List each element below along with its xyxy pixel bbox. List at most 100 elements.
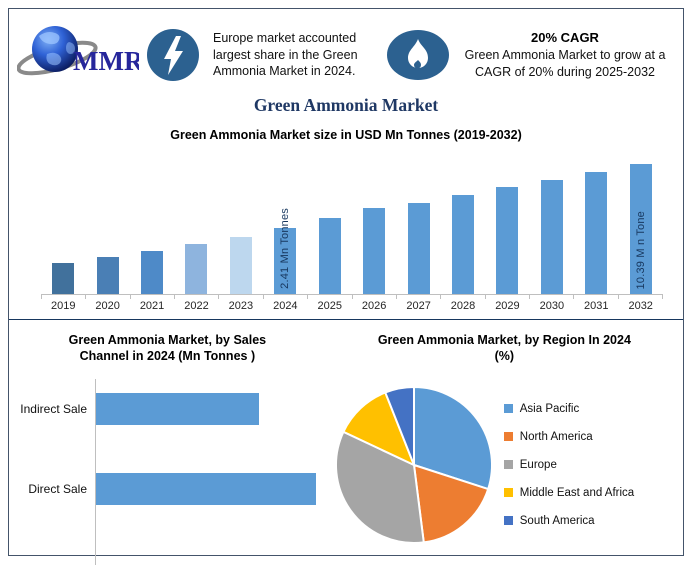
bar-column-2021	[130, 144, 174, 294]
bar-2030	[540, 180, 563, 294]
bar-column-2030	[530, 144, 574, 294]
bar-column-2027	[396, 144, 440, 294]
sales-channel-bars	[95, 378, 316, 565]
bar-column-2031	[574, 144, 618, 294]
region-pie-chart	[334, 385, 493, 544]
axis-tick	[41, 295, 87, 299]
bar-2028	[452, 195, 474, 294]
axis-tick	[308, 295, 353, 299]
bar-2031	[585, 172, 608, 294]
bar-track	[96, 472, 316, 505]
region-chart-title: Green Ammonia Market, by Region In 2024 …	[377, 333, 631, 364]
pie-slice-south-america	[383, 385, 415, 465]
legend-item-south-america: South America	[503, 515, 634, 527]
legend-swatch	[503, 432, 513, 441]
header: MMR Europe market accounted largest shar…	[9, 9, 683, 93]
axis-label-2027: 2027	[406, 300, 431, 312]
bar-2021	[141, 251, 164, 294]
section-divider	[9, 319, 683, 320]
bar-column-2023	[219, 144, 263, 294]
bar-2020	[96, 257, 119, 294]
bar-column-2020	[85, 144, 129, 294]
pie-slice-north-america	[412, 463, 490, 543]
legend-label: Middle East and Africa	[519, 486, 635, 499]
legend-item-north-america: North America	[503, 430, 634, 443]
axis-tick	[131, 295, 176, 299]
sales-channel-category-labels: Indirect Sale Direct Sale	[15, 379, 95, 565]
region-panel: Green Ammonia Market, by Region In 2024 …	[326, 320, 683, 559]
legend-swatch	[503, 404, 513, 413]
bottom-section: Green Ammonia Market, by Sales Channel i…	[9, 320, 683, 565]
axis-tick	[530, 295, 575, 299]
bar-column-2024: 2.41 Mn Tonnes	[263, 144, 307, 294]
bar-column-2022	[174, 144, 218, 294]
lightning-bolt-icon	[147, 29, 199, 81]
bar-2024	[274, 228, 297, 294]
axis-label-2031: 2031	[584, 300, 609, 312]
axis-label-2029: 2029	[495, 300, 520, 312]
bar-column-2025	[308, 144, 352, 294]
svg-text:MMR: MMR	[73, 46, 139, 76]
cagr-block: 20% CAGR Green Ammonia Market to grow at…	[457, 30, 673, 81]
legend-swatch	[503, 488, 513, 497]
market-size-bars: 2.41 Mn Tonnes 10.39 M n Tone	[41, 144, 663, 295]
axis-tick	[397, 295, 442, 299]
axis-label-2023: 2023	[228, 300, 254, 312]
bar-2029	[496, 187, 519, 294]
bar-direct-sale	[96, 472, 316, 505]
sales-channel-panel: Green Ammonia Market, by Sales Channel i…	[9, 320, 326, 565]
bar-2019	[52, 263, 75, 294]
bar-2026	[363, 208, 386, 294]
axis-label-2025: 2025	[317, 300, 342, 312]
bar-column-2028	[441, 144, 485, 294]
axis-label-2032: 2032	[628, 300, 653, 312]
sales-channel-chart: Indirect Sale Direct Sale	[15, 378, 326, 565]
mmr-logo: MMR	[16, 22, 144, 89]
axis-label-2020: 2020	[95, 300, 120, 312]
bar-2032	[629, 164, 652, 294]
axis-label-2026: 2026	[361, 300, 387, 312]
flame-icon	[387, 30, 449, 80]
category-label-indirect-sale: Indirect Sale	[20, 401, 87, 416]
sales-channel-chart-title: Green Ammonia Market, by Sales Channel i…	[68, 333, 267, 364]
axis-tick	[219, 295, 264, 299]
legend-label: Asia Pacific	[519, 402, 580, 415]
infographic-frame: MMR Europe market accounted largest shar…	[8, 8, 684, 565]
axis-tick	[86, 295, 131, 299]
bar-track	[96, 392, 316, 425]
axis-tick	[353, 295, 397, 299]
bar-2023	[229, 237, 252, 294]
bar-2027	[407, 203, 430, 294]
axis-label-2022: 2022	[184, 300, 209, 312]
market-size-axis-ticks	[41, 295, 664, 299]
axis-label-2030: 2030	[539, 300, 565, 312]
legend-item-asia-pacific: Asia Pacific	[503, 402, 634, 415]
axis-label-2024: 2024	[273, 300, 298, 312]
region-legend: Asia Pacific North America Europe Middle Ea…	[503, 379, 635, 527]
axis-label-2021: 2021	[139, 300, 165, 312]
bar-column-2032: 10.39 M n Tone	[618, 144, 662, 294]
flame-icon-wrap	[385, 28, 451, 82]
page-title: Green Ammonia Market	[253, 95, 439, 115]
legend-item-middle-east-and-africa: Middle East and Africa	[503, 486, 635, 499]
axis-tick	[264, 295, 309, 299]
market-size-chart-title: Green Ammonia Market size in USD Mn Tonn…	[170, 128, 522, 142]
axis-label-2019: 2019	[50, 300, 76, 312]
energy-icon-wrap	[145, 27, 201, 83]
axis-label-2028: 2028	[450, 300, 476, 312]
axis-tick	[574, 295, 619, 299]
bar-indirect-sale	[96, 392, 259, 425]
legend-label: North America	[519, 430, 593, 443]
bar-value-label-2032: 10.39 M n Tone	[634, 210, 647, 289]
bar-2022	[185, 244, 208, 294]
market-size-axis-labels: 2019 2020 2021 2022 2023 2024 2025 2026 2027 2028…	[41, 299, 663, 312]
bar-value-label-2024: 2.41 Mn Tonnes	[279, 208, 292, 289]
europe-share-text: Europe market accounted largest share in…	[213, 30, 358, 79]
cagr-title: 20% CAGR	[531, 29, 599, 45]
category-label-direct-sale: Direct Sale	[28, 481, 87, 496]
bar-2025	[318, 218, 341, 294]
legend-item-europe: Europe	[503, 459, 634, 471]
bar-column-2029	[485, 144, 529, 294]
legend-swatch	[503, 516, 513, 525]
pie-slice-asia-pacific	[412, 385, 493, 490]
